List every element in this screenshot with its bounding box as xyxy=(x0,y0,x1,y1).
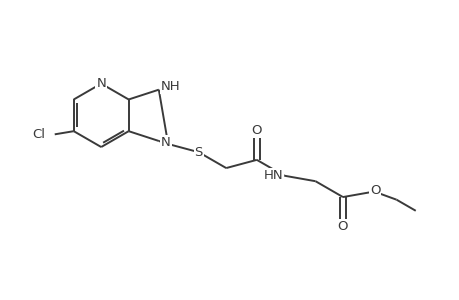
Text: O: O xyxy=(369,184,380,197)
Text: N: N xyxy=(161,136,170,149)
Text: NH: NH xyxy=(161,80,180,93)
Text: HN: HN xyxy=(263,169,283,182)
Text: O: O xyxy=(337,220,347,233)
Text: O: O xyxy=(251,124,262,137)
Text: N: N xyxy=(96,77,106,90)
Text: S: S xyxy=(194,146,202,159)
Text: Cl: Cl xyxy=(32,128,45,141)
